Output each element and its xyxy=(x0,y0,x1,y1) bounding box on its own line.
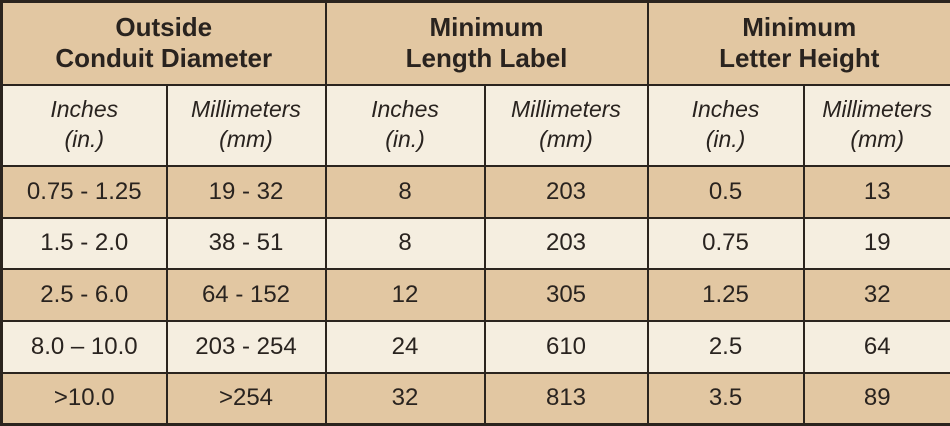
table-cell: 203 - 254 xyxy=(165,319,327,374)
column-header-label: Inches xyxy=(50,96,119,123)
table-cell: 32 xyxy=(324,371,486,426)
table-cell: 2.5 xyxy=(646,319,805,374)
table-cell: 38 - 51 xyxy=(165,216,327,271)
table-cell: 12 xyxy=(324,268,486,322)
column-header-millimeters: Millimeters (mm) xyxy=(165,83,327,167)
table-cell: 8.0 – 10.0 xyxy=(0,319,168,374)
column-header-millimeters: Millimeters (mm) xyxy=(483,83,649,167)
group-header-line: Length Label xyxy=(405,43,568,74)
column-header-label: Inches xyxy=(371,96,439,123)
column-header-unit: (in.) xyxy=(385,126,425,153)
column-header-unit: (in.) xyxy=(705,126,746,153)
table-cell: 24 xyxy=(324,319,486,374)
table-row: 1.5 - 2.0 38 - 51 8 203 0.75 19 xyxy=(0,216,950,271)
table-cell: 203 xyxy=(483,164,649,219)
table-row: 8.0 – 10.0 203 - 254 24 610 2.5 64 xyxy=(0,319,950,374)
group-header-line: Outside xyxy=(115,12,213,43)
column-header-inches: Inches (in.) xyxy=(0,83,168,167)
table-cell: 64 xyxy=(802,319,950,374)
group-header-line: Letter Height xyxy=(719,43,880,74)
table-cell: 19 xyxy=(802,216,950,271)
table-row: 0.75 - 1.25 19 - 32 8 203 0.5 13 xyxy=(0,164,950,219)
table-cell: >10.0 xyxy=(0,371,168,426)
table-cell: >254 xyxy=(165,371,327,426)
column-header-inches: Inches (in.) xyxy=(324,83,486,167)
group-header-line: Minimum xyxy=(742,12,857,43)
column-header-unit: (mm) xyxy=(539,126,593,153)
table-row: 2.5 - 6.0 64 - 152 12 305 1.25 32 xyxy=(0,268,950,322)
group-header-row: Outside Conduit Diameter Minimum Length … xyxy=(0,0,950,86)
table-row: >10.0 >254 32 813 3.5 89 xyxy=(0,371,950,426)
table-cell: 0.5 xyxy=(646,164,805,219)
column-header-row: Inches (in.) Millimeters (mm) Inches (in… xyxy=(0,83,950,167)
table-cell: 3.5 xyxy=(646,371,805,426)
group-header-outside-conduit-diameter: Outside Conduit Diameter xyxy=(0,0,327,86)
table-cell: 64 - 152 xyxy=(165,268,327,322)
table-cell: 0.75 xyxy=(646,216,805,271)
table-cell: 813 xyxy=(483,371,649,426)
table-cell: 8 xyxy=(324,216,486,271)
table-cell: 8 xyxy=(324,164,486,219)
table-cell: 1.25 xyxy=(646,268,805,322)
table-cell: 1.5 - 2.0 xyxy=(0,216,168,271)
group-header-minimum-length-label: Minimum Length Label xyxy=(324,0,649,86)
group-header-line: Minimum xyxy=(429,12,544,43)
table-cell: 305 xyxy=(483,268,649,322)
table-cell: 13 xyxy=(802,164,950,219)
column-header-millimeters: Millimeters (mm) xyxy=(802,83,950,167)
table-cell: 19 - 32 xyxy=(165,164,327,219)
table-cell: 2.5 - 6.0 xyxy=(0,268,168,322)
column-header-inches: Inches (in.) xyxy=(646,83,805,167)
column-header-unit: (mm) xyxy=(219,126,273,153)
table-cell: 0.75 - 1.25 xyxy=(0,164,168,219)
group-header-line: Conduit Diameter xyxy=(55,43,273,74)
column-header-label: Millimeters xyxy=(511,96,621,123)
table-cell: 32 xyxy=(802,268,950,322)
group-header-minimum-letter-height: Minimum Letter Height xyxy=(646,0,950,86)
column-header-unit: (in.) xyxy=(64,126,105,153)
column-header-label: Millimeters xyxy=(822,96,933,123)
table-cell: 203 xyxy=(483,216,649,271)
column-header-label: Millimeters xyxy=(191,96,301,123)
table-cell: 89 xyxy=(802,371,950,426)
table-cell: 610 xyxy=(483,319,649,374)
column-header-unit: (mm) xyxy=(850,126,905,153)
column-header-label: Inches xyxy=(691,96,760,123)
